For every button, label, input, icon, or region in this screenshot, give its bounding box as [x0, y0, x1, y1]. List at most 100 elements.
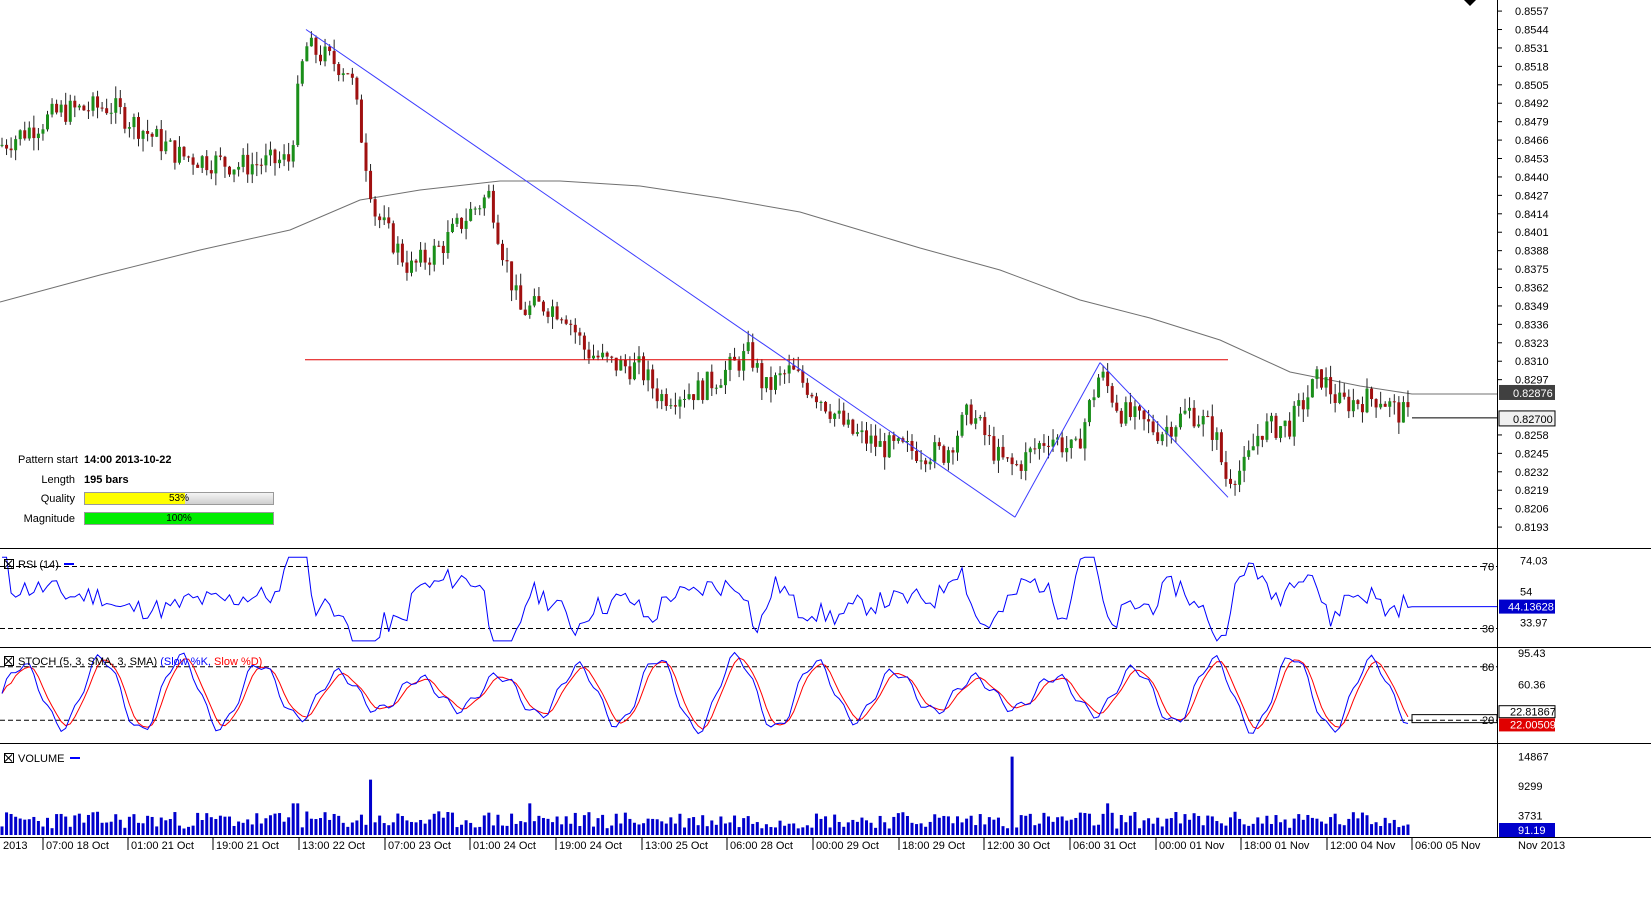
trend-leg [1014, 362, 1101, 518]
price-panel[interactable] [0, 0, 1497, 548]
volume-bar [851, 819, 855, 835]
volume-bar [73, 815, 77, 835]
volume-bar [1083, 813, 1087, 835]
candle-body [391, 223, 395, 253]
volume-bar [946, 816, 950, 835]
volume-bar [528, 803, 532, 835]
candle-body [1333, 394, 1337, 403]
candle-body [209, 170, 213, 174]
candle-body [1210, 416, 1214, 440]
candle-body [942, 446, 946, 463]
candle-body [1028, 448, 1032, 453]
candle-body [555, 306, 559, 320]
volume-bar [1056, 817, 1060, 835]
volume-bar [1233, 811, 1237, 835]
volume-bar [755, 822, 759, 835]
volume-bar [678, 813, 682, 835]
candle-body [692, 394, 696, 401]
volume-header[interactable]: VOLUME [4, 753, 80, 765]
volume-bar [1256, 817, 1260, 835]
volume-bar [1174, 811, 1178, 835]
stoch-d-line [1, 657, 1409, 730]
volume-bar [491, 825, 495, 835]
volume-bar [824, 816, 828, 835]
candle-body [1279, 426, 1283, 438]
candle-body [1147, 419, 1151, 422]
candle-body [614, 357, 618, 371]
candle-body [9, 148, 13, 151]
candle-body [805, 382, 809, 395]
candle-body [82, 105, 86, 111]
candle-body [919, 460, 923, 462]
close-icon[interactable] [4, 559, 14, 569]
pattern-length-value: 195 bars [84, 474, 129, 486]
rsi-header[interactable]: RSI (14) [4, 559, 75, 571]
volume-bar [241, 822, 245, 835]
candle-body [36, 133, 40, 139]
volume-bar [441, 817, 445, 835]
volume-bar [382, 823, 386, 835]
time-tick-label: Nov 2013 [1518, 840, 1565, 852]
volume-bar [846, 822, 850, 835]
candle-body [578, 332, 582, 336]
price-tick-label: 0.8492 [1515, 98, 1549, 110]
price-tick-label: 0.8375 [1515, 264, 1549, 276]
candle-body [1006, 457, 1010, 459]
candle-body [915, 450, 919, 462]
volume-bar [555, 816, 559, 835]
volume-bar [1019, 815, 1023, 835]
volume-bar [523, 822, 527, 835]
volume-bar [100, 822, 104, 835]
stoch-header[interactable]: STOCH (5, 3, SMA, 3, SMA) (Slow %K, Slow… [4, 656, 262, 668]
volume-bar [1192, 813, 1196, 835]
candle-body [469, 208, 473, 221]
candle-body [978, 417, 982, 419]
candle-body [828, 411, 832, 419]
candle-body [1351, 400, 1355, 412]
volume-bar [956, 816, 959, 835]
candle-body [1060, 437, 1064, 453]
close-icon[interactable] [4, 753, 14, 763]
candle-body [924, 460, 928, 465]
volume-bar [683, 827, 686, 835]
volume-bar [1333, 813, 1337, 835]
volume-bar [610, 825, 614, 835]
volume-bar [437, 811, 441, 835]
candle-body [482, 197, 486, 209]
volume-bar [369, 779, 373, 835]
candle-body [1165, 426, 1169, 435]
volume-bar [632, 822, 636, 835]
volume-bar [487, 812, 491, 835]
scroll-end-arrow-icon[interactable] [1464, 0, 1476, 6]
volume-bar [855, 821, 859, 835]
candle-body [432, 245, 436, 265]
volume-bar [1142, 820, 1146, 835]
volume-bar [127, 816, 131, 835]
volume-bar [364, 824, 368, 835]
candle-body [860, 430, 864, 433]
volume-bar [783, 825, 787, 835]
volume-bar [9, 813, 13, 835]
candle-body [878, 441, 882, 447]
candle-body [214, 155, 218, 174]
time-tick-label: 00:00 29 Oct [816, 840, 879, 852]
candle-body [287, 154, 291, 162]
candle-body [592, 355, 595, 359]
volume-bar [1297, 814, 1301, 835]
volume-bar [164, 820, 168, 835]
candle-body [1069, 439, 1073, 449]
volume-bar [1342, 825, 1346, 835]
volume-bar [1188, 819, 1192, 835]
candle-body [996, 446, 1000, 461]
candle-body [1329, 377, 1333, 395]
candle-body [1347, 396, 1351, 412]
volume-axis-label: 14867 [1518, 752, 1549, 764]
close-icon[interactable] [4, 656, 14, 666]
price-tick-label: 0.8453 [1515, 154, 1549, 166]
candle-body [400, 243, 404, 263]
volume-bar [564, 816, 568, 835]
candle-body [5, 144, 9, 149]
volume-bar [96, 811, 100, 835]
volume-bar [810, 827, 814, 835]
